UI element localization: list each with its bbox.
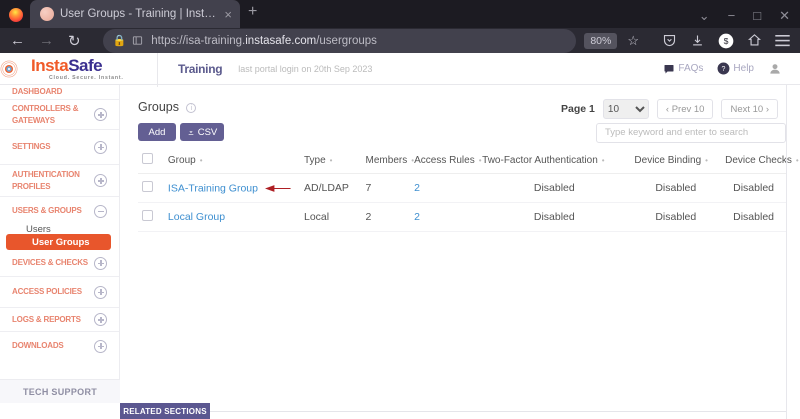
svg-text:$: $ (724, 36, 729, 46)
svg-text:?: ? (722, 66, 726, 73)
